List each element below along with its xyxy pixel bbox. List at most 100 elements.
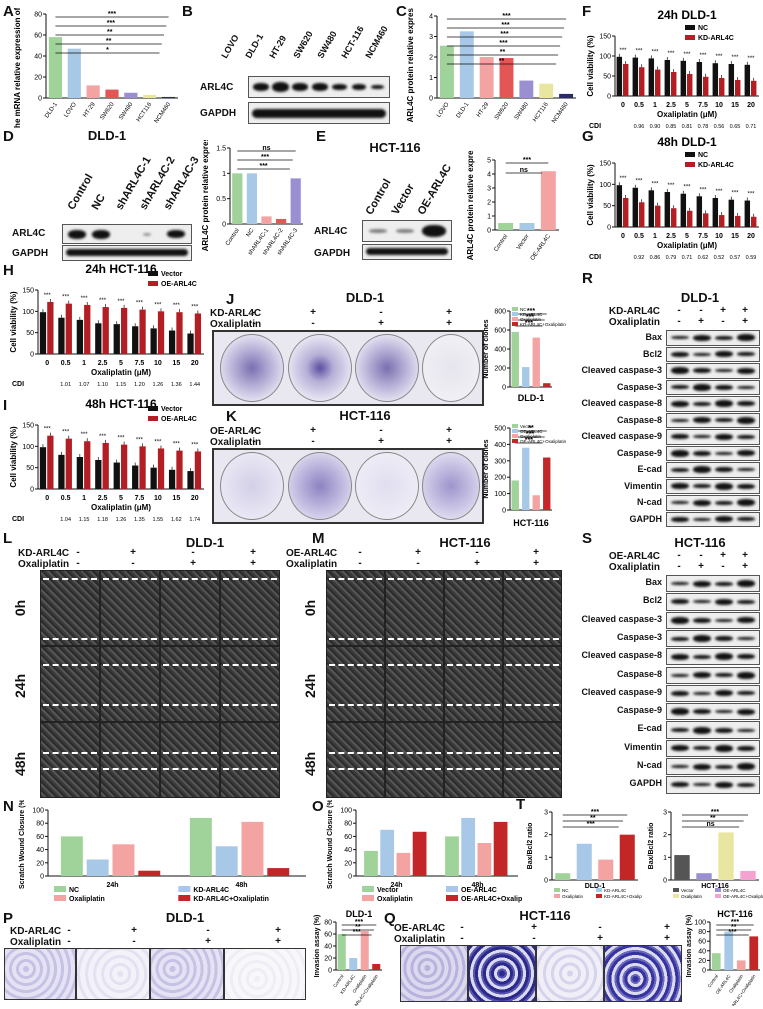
significance-mark: *** [191,304,199,310]
bar [176,450,183,489]
wound-image [100,570,160,646]
category-label: Control [225,228,241,247]
legend-swatch [178,886,191,892]
wound-edge-line [447,752,500,754]
y-tick-label: 100 [22,309,34,316]
legend-label: Oxaliplatin [681,894,703,899]
wound-images-dld1 [40,570,280,800]
sign: - [206,925,210,936]
panel-r-title: DLD-1 [680,290,720,305]
bar [751,80,757,96]
panel-letter-j: J [226,291,235,308]
bar [143,94,157,98]
significance-mark: *** [651,181,659,187]
wound-image [326,570,385,646]
category-label: 20 [191,495,199,502]
panel-d-title: DLD-1 [87,128,127,143]
bar [86,859,109,876]
bar [95,323,102,354]
legend-swatch [362,895,374,901]
legend-label: NC [562,888,569,893]
bar [519,223,535,230]
y-tick-label: 80 [34,12,42,19]
bar [736,960,746,970]
western-blot-strip [666,495,760,511]
bar [711,953,721,970]
y-tick-label: 400 [494,347,506,354]
sign: - [475,547,479,558]
category-label: 10 [715,102,723,109]
y-tick-label: 150 [22,288,34,295]
bar [511,480,519,510]
y-tick-label: 20 [698,958,706,965]
wound-edge-line [388,768,441,770]
sign: - [191,547,195,558]
treatment-label: Oxaliplatin [18,559,70,570]
cdi-value: 0.86 [650,255,661,261]
panel-letter-m: M [312,530,325,547]
y-tick-label: 300 [494,458,506,465]
chart-title: DLD-1 [518,393,545,403]
x-axis-label: Oxaliplatin (μM) [657,110,717,119]
bar [95,459,102,489]
invasion-image [468,945,536,1002]
treatment-label: Oxaliplatin [210,437,262,448]
y-tick-label: 40 [36,847,44,854]
wound-image [503,722,562,798]
chart-title: 48h DLD-1 [657,135,717,149]
cdi-value: 0.62 [698,255,709,261]
sign: + [720,550,726,561]
significance-mark: *** [154,439,162,445]
y-tick-label: 600 [494,328,506,335]
wound-image [444,722,503,798]
treatment-label: OE-ARL4C [210,426,262,437]
lane-label: NC [89,192,108,212]
panel-k-title: HCT-116 [339,408,391,423]
cdi-value: 0.65 [730,124,741,130]
cdi-value: 1.20 [134,382,145,388]
bar [655,69,661,96]
sign: + [275,925,281,936]
blot-label: GAPDH [12,248,49,259]
significance-mark: *** [502,13,510,20]
wound-edge-line [506,578,559,580]
chart-title: DLD-1 [585,883,606,890]
blot-label: GAPDH [314,248,351,259]
category-label: NC [246,227,256,238]
bar [187,333,194,354]
bar [360,931,369,970]
y-tick-label: 20 [344,860,352,867]
sign: + [190,558,196,569]
bar [132,326,139,354]
wound-edge-line [506,704,559,706]
blot-label: Cleaved caspase-3 [581,365,662,375]
bar [412,831,427,876]
bar [47,301,54,354]
sign: + [275,936,281,947]
western-blot-strip [666,684,760,703]
wound-edge-line [388,704,441,706]
category-label: 10 [715,233,723,240]
bar [275,218,287,224]
bar [396,852,411,876]
bar [623,64,629,96]
significance-mark: *** [261,154,269,161]
bar [261,216,272,224]
legend-label: Oxaliplatin [520,317,542,322]
blot-label: Caspase-3 [616,631,662,642]
bar [168,469,176,489]
legend-swatch [596,894,602,898]
lane-label: DLD-1 [243,32,266,60]
invasion-image [224,948,306,1000]
y-tick-label: 200 [494,366,506,373]
y-axis-label: Cell viability (%) [9,426,18,488]
wound-image [40,570,100,646]
western-blot-strip [666,478,760,494]
significance-mark: *** [117,436,125,442]
wound-edge-line [223,704,277,706]
category-label: HT-29 [476,101,491,118]
significance-mark: *** [635,179,643,185]
wound-edge-line [43,638,97,640]
y-tick-label: 800 [494,309,506,316]
